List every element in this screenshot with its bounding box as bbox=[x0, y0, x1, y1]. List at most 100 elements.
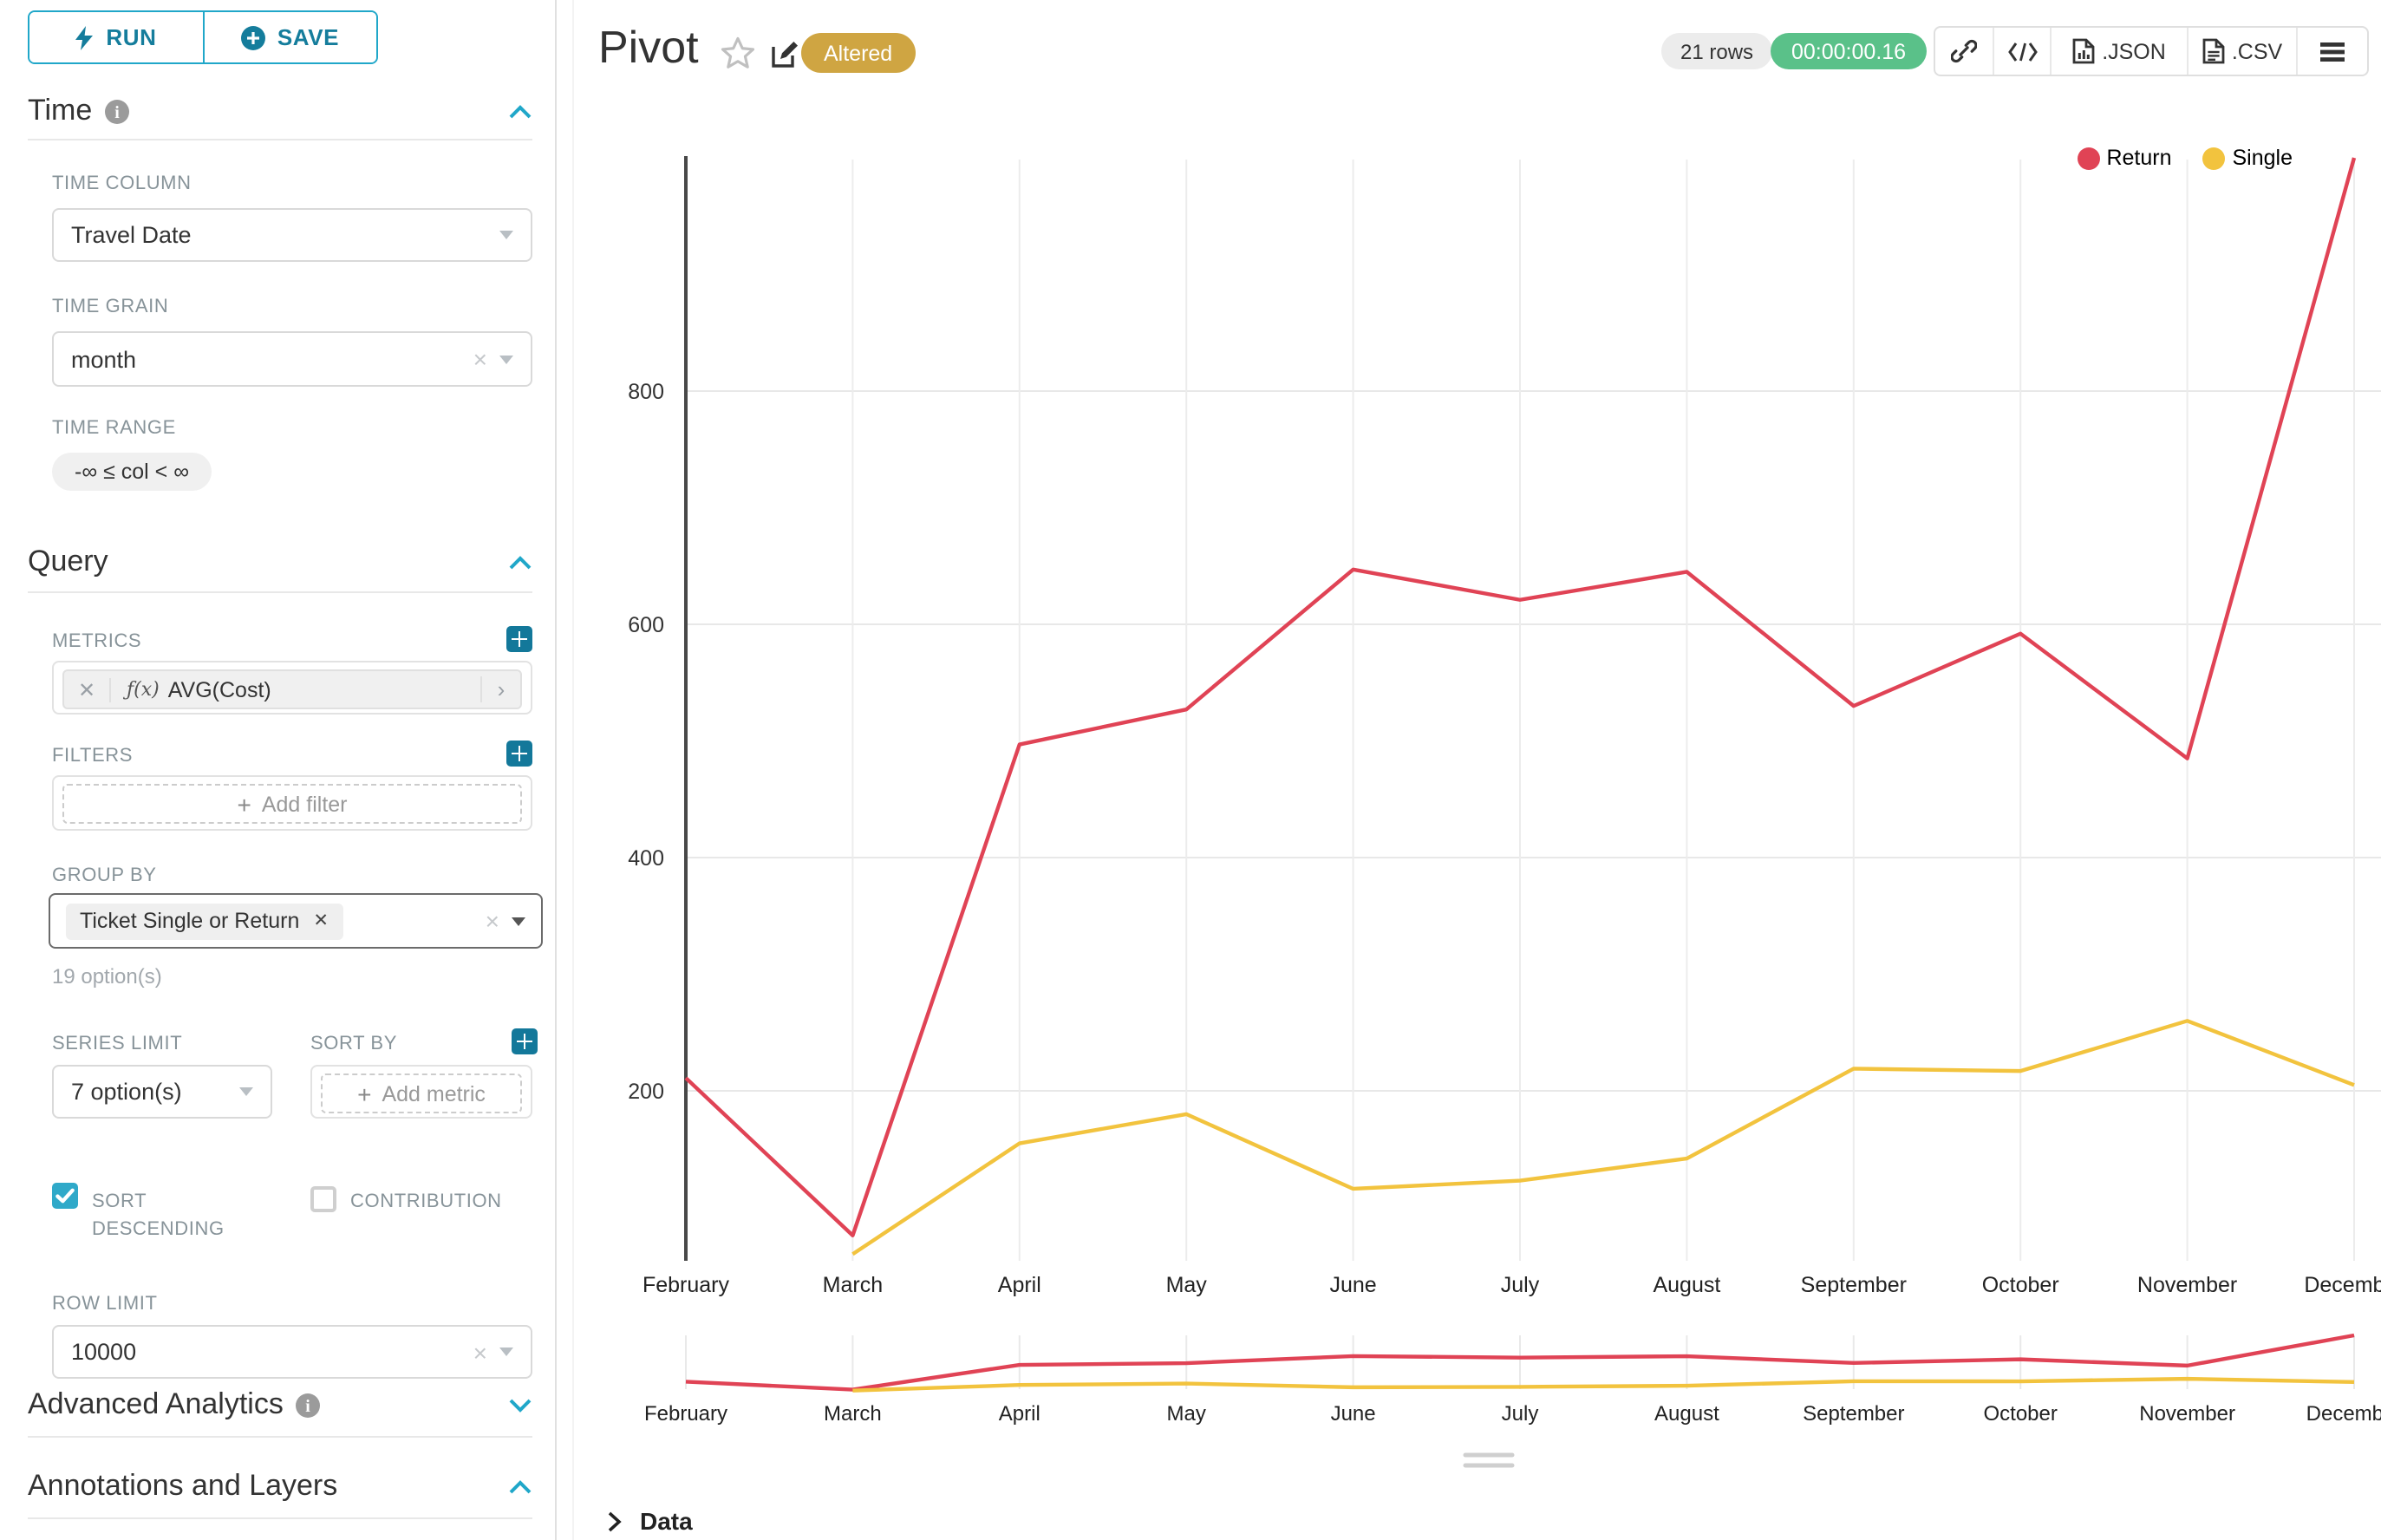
advanced-analytics-header[interactable]: Advanced Analytics i bbox=[28, 1387, 532, 1422]
query-section-title: Query bbox=[28, 545, 108, 578]
add-sort-metric-button[interactable]: + Add metric bbox=[321, 1073, 522, 1113]
x-axis-label: April bbox=[998, 1273, 1041, 1297]
chart-legend: Return Single bbox=[2077, 146, 2293, 170]
metric-value: AVG(Cost) bbox=[167, 677, 271, 701]
time-range-label: TIME RANGE bbox=[52, 418, 176, 439]
clear-icon[interactable]: × bbox=[473, 345, 487, 373]
export-json-button[interactable]: .JSON bbox=[2052, 28, 2189, 75]
single-legend-label: Single bbox=[2232, 146, 2293, 170]
mini-x-axis-label: March bbox=[824, 1402, 882, 1426]
row-limit-label: ROW LIMIT bbox=[52, 1294, 158, 1315]
lightning-icon bbox=[75, 25, 94, 49]
y-axis-tick: 200 bbox=[628, 1080, 664, 1104]
x-axis-label: December bbox=[2304, 1273, 2381, 1297]
series-limit-select[interactable]: 7 option(s) bbox=[52, 1065, 272, 1119]
x-axis-label: August bbox=[1653, 1273, 1720, 1297]
edit-title-icon[interactable] bbox=[770, 40, 799, 69]
link-icon bbox=[1951, 39, 1977, 63]
x-axis-label: May bbox=[1166, 1273, 1208, 1297]
clear-icon[interactable]: × bbox=[473, 1338, 487, 1366]
chart-title: Pivot bbox=[598, 21, 699, 73]
row-count-label: 21 rows bbox=[1680, 39, 1754, 63]
svg-text:i: i bbox=[306, 1396, 311, 1415]
legend-item-return[interactable]: Return bbox=[2077, 146, 2172, 170]
legend-item-single[interactable]: Single bbox=[2202, 146, 2293, 170]
time-grain-label: TIME GRAIN bbox=[52, 297, 169, 317]
chevron-down-icon bbox=[499, 1348, 513, 1356]
section-divider bbox=[28, 1436, 532, 1438]
add-sort-metric-plus-button[interactable] bbox=[512, 1028, 538, 1054]
run-button-label: RUN bbox=[106, 24, 157, 50]
section-divider bbox=[28, 139, 532, 140]
save-button[interactable]: SAVE bbox=[204, 12, 376, 62]
time-range-pill[interactable]: -∞ ≤ col < ∞ bbox=[52, 453, 212, 491]
group-by-tag[interactable]: Ticket Single or Return ✕ bbox=[66, 903, 342, 939]
mini-x-axis-label: August bbox=[1654, 1402, 1719, 1426]
row-limit-select[interactable]: 10000 × bbox=[52, 1325, 532, 1379]
csv-button-label: .CSV bbox=[2231, 39, 2283, 63]
info-icon: i bbox=[296, 1393, 321, 1417]
return-legend-label: Return bbox=[2106, 146, 2172, 170]
sort-by-box: + Add metric bbox=[310, 1065, 532, 1119]
run-save-button-group: RUN SAVE bbox=[28, 10, 378, 64]
add-metric-plus-button[interactable] bbox=[506, 626, 532, 652]
time-column-select[interactable]: Travel Date bbox=[52, 208, 532, 262]
time-column-value: Travel Date bbox=[71, 222, 192, 248]
export-csv-button[interactable]: .CSV bbox=[2189, 28, 2298, 75]
section-divider bbox=[28, 591, 532, 593]
chevron-down-icon bbox=[509, 1398, 532, 1412]
options-hint: 19 option(s) bbox=[52, 964, 162, 989]
add-filter-plus-button[interactable] bbox=[506, 741, 532, 767]
control-panel-sidebar: RUN SAVE Time i TIME COLUMN Travel Date … bbox=[0, 0, 555, 1540]
run-button[interactable]: RUN bbox=[29, 12, 204, 62]
contribution-checkbox[interactable] bbox=[310, 1186, 336, 1212]
formula-icon: ƒ(x) bbox=[127, 678, 160, 701]
copy-link-button[interactable] bbox=[1935, 28, 1994, 75]
x-axis-label: February bbox=[643, 1273, 730, 1297]
altered-badge[interactable]: Altered bbox=[801, 33, 916, 73]
clear-icon[interactable]: × bbox=[485, 907, 499, 935]
csv-file-icon bbox=[2202, 38, 2225, 64]
chevron-right-icon[interactable]: › bbox=[480, 676, 520, 702]
chevron-down-icon bbox=[499, 231, 513, 239]
series-limit-label: SERIES LIMIT bbox=[52, 1034, 183, 1054]
hamburger-menu-icon bbox=[2320, 42, 2345, 61]
json-button-label: .JSON bbox=[2102, 39, 2166, 63]
remove-tag-icon[interactable]: ✕ bbox=[313, 910, 329, 931]
time-range-value: -∞ ≤ col < ∞ bbox=[75, 460, 190, 484]
more-options-button[interactable] bbox=[2298, 28, 2367, 75]
return-line bbox=[684, 157, 2357, 1237]
plus-circle-icon bbox=[240, 25, 265, 49]
data-panel-toggle[interactable]: Data bbox=[607, 1507, 693, 1535]
remove-metric-icon[interactable]: ✕ bbox=[64, 677, 111, 701]
advanced-analytics-title: Advanced Analytics bbox=[28, 1387, 284, 1420]
metrics-label: METRICS bbox=[52, 631, 142, 652]
embed-code-button[interactable] bbox=[1994, 28, 2052, 75]
add-filter-button[interactable]: + Add filter bbox=[62, 784, 522, 824]
annotations-header[interactable]: Annotations and Layers bbox=[28, 1469, 532, 1504]
plus-icon: + bbox=[357, 1080, 372, 1107]
mini-x-axis-label: November bbox=[2139, 1402, 2235, 1426]
favorite-star-icon[interactable] bbox=[720, 35, 756, 71]
sidebar-scrollbar[interactable] bbox=[555, 0, 557, 1540]
sort-descending-checkbox[interactable] bbox=[52, 1183, 78, 1209]
mini-x-axis-label: June bbox=[1331, 1402, 1376, 1426]
mini-x-axis-label: October bbox=[1984, 1402, 2058, 1426]
add-metric-label: Add metric bbox=[382, 1081, 486, 1106]
metric-item[interactable]: ✕ ƒ(x) AVG(Cost) › bbox=[62, 669, 522, 709]
chevron-up-icon bbox=[509, 1479, 532, 1493]
annotations-title: Annotations and Layers bbox=[28, 1469, 338, 1502]
chevron-down-icon bbox=[499, 355, 513, 363]
check-icon bbox=[55, 1188, 75, 1204]
y-axis-tick: 600 bbox=[628, 613, 664, 637]
series-limit-value: 7 option(s) bbox=[71, 1079, 182, 1105]
query-timer-value: 00:00:00.16 bbox=[1791, 39, 1907, 63]
group-by-select[interactable]: Ticket Single or Return ✕ × bbox=[49, 893, 543, 949]
json-file-icon bbox=[2072, 38, 2095, 64]
query-section-header[interactable]: Query bbox=[28, 545, 532, 579]
time-section-header[interactable]: Time i bbox=[28, 94, 532, 128]
time-grain-select[interactable]: month × bbox=[52, 331, 532, 387]
svg-text:i: i bbox=[115, 102, 121, 121]
single-legend-dot bbox=[2202, 147, 2226, 169]
save-button-label: SAVE bbox=[277, 24, 340, 50]
